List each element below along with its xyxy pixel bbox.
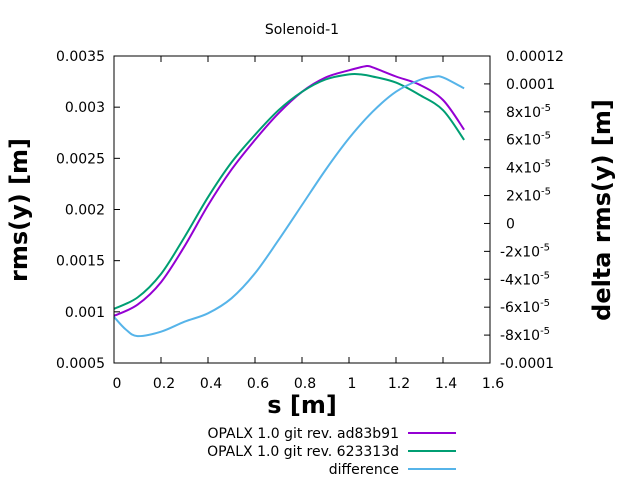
y2-tick-label: -2x10-5 — [500, 242, 550, 260]
legend-label: OPALX 1.0 git rev. 623313d — [207, 444, 399, 460]
series-line-2 — [113, 75, 465, 338]
y2-tick-label: 0.00012 — [506, 49, 564, 65]
y-tick-label: 0.001 — [65, 305, 105, 321]
x-tick-label: 1.4 — [435, 376, 457, 392]
x-tick-label: 0 — [113, 376, 122, 392]
y2-tick-label: 8x10-5 — [506, 103, 551, 121]
x-tick-label: 1 — [348, 376, 357, 392]
x-tick-label: 1.2 — [388, 376, 410, 392]
series-line-0 — [113, 64, 465, 317]
y-tick-label: 0.0005 — [56, 356, 105, 372]
y-tick-label: 0.002 — [65, 203, 105, 219]
x-tick-label: 0.4 — [200, 376, 222, 392]
x-tick-label: 0.2 — [153, 376, 175, 392]
y-tick-label: 0.0025 — [56, 151, 105, 167]
chart-title: Solenoid-1 — [265, 22, 339, 38]
x-axis-label: s [m] — [267, 391, 337, 419]
series-line-1 — [113, 72, 465, 310]
legend-label: OPALX 1.0 git rev. ad83b91 — [207, 426, 399, 442]
y2-tick-label: -4x10-5 — [500, 270, 550, 288]
x-tick-label: 1.6 — [482, 376, 504, 392]
y2-tick-label: 6x10-5 — [506, 131, 551, 149]
y-tick-label: 0.0035 — [56, 49, 105, 65]
y2-tick-label: -6x10-5 — [500, 298, 550, 316]
y2-tick-label: -8x10-5 — [500, 326, 550, 344]
y2-tick-label: -0.0001 — [500, 356, 554, 372]
ticks: 0 0.2 0.4 0.6 0.8 1 1.2 1.4 1.6 0.0005 0.001 0.0015… — [56, 49, 564, 392]
x-tick-label: 0.8 — [294, 376, 316, 392]
legend-label: difference — [329, 462, 399, 478]
y2-tick-label: 4x10-5 — [506, 159, 551, 177]
y2-axis-label: delta rms(y) [m] — [588, 99, 616, 321]
x-tick-label: 0.6 — [247, 376, 269, 392]
plot-frame — [113, 55, 491, 364]
y-tick-label: 0.0015 — [56, 254, 105, 270]
series-lines — [113, 64, 465, 338]
y-tick-label: 0.003 — [65, 100, 105, 116]
y2-tick-label: 0 — [506, 216, 515, 232]
y-axis-label: rms(y) [m] — [5, 138, 33, 282]
y2-tick-label: 2x10-5 — [506, 187, 551, 205]
legend: OPALX 1.0 git rev. ad83b91 OPALX 1.0 git … — [207, 426, 456, 478]
y2-tick-label: 0.0001 — [506, 77, 555, 93]
